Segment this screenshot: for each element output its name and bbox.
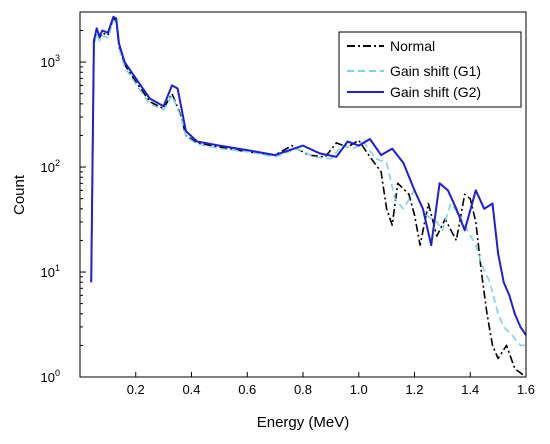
legend-label-normal: Normal [390, 38, 435, 54]
x-tick-label: 1.2 [405, 382, 423, 397]
x-tick-label: 1.6 [517, 382, 535, 397]
tick-layer: 0.2 0.4 0.6 0.8 1.0 1.2 1.4 1.6 100 101 102 103 [41, 11, 535, 397]
legend-label-g1: Gain shift (G1) [390, 63, 481, 79]
legend-label-g2: Gain shift (G2) [390, 84, 481, 100]
y-tick-label: 103 [41, 53, 60, 70]
legend: Normal Gain shift (G1) Gain shift (G2) [338, 31, 522, 108]
y-tick-label: 101 [41, 263, 60, 280]
series-line-3 [90, 15, 527, 336]
series-layer [90, 15, 527, 378]
y-tick-label: 102 [41, 158, 60, 175]
x-tick-label: 0.8 [294, 382, 312, 397]
x-axis-label: Energy (MeV) [257, 414, 350, 431]
x-tick-label: 0.4 [182, 382, 200, 397]
x-tick-label: 0.6 [238, 382, 256, 397]
y-axis-label: Count [11, 174, 28, 215]
x-tick-label: 1.4 [461, 382, 479, 397]
y-tick-label: 100 [41, 368, 60, 385]
x-tick-label: 0.2 [127, 382, 145, 397]
legend-box [338, 31, 522, 108]
x-tick-label: 1.0 [350, 382, 368, 397]
